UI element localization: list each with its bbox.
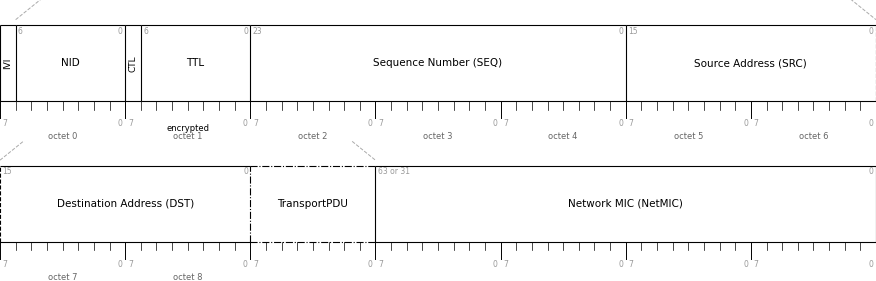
Text: CTL: CTL xyxy=(129,55,138,72)
Text: 0: 0 xyxy=(243,27,248,36)
Text: 7: 7 xyxy=(504,260,508,269)
Text: 0: 0 xyxy=(868,119,873,128)
Text: 7: 7 xyxy=(628,119,633,128)
Text: 0: 0 xyxy=(493,260,498,269)
Text: 15: 15 xyxy=(3,167,12,176)
Text: octet 4: octet 4 xyxy=(548,132,578,141)
Text: 0: 0 xyxy=(743,260,748,269)
Text: 7: 7 xyxy=(378,119,383,128)
Text: 7: 7 xyxy=(753,260,759,269)
Text: octet 8: octet 8 xyxy=(173,273,202,281)
Text: 7: 7 xyxy=(253,119,258,128)
Text: 7: 7 xyxy=(128,119,133,128)
Text: 15: 15 xyxy=(628,27,638,36)
Text: 0: 0 xyxy=(368,260,372,269)
Text: 6: 6 xyxy=(143,27,148,36)
Text: 0: 0 xyxy=(618,27,624,36)
Text: 0: 0 xyxy=(117,260,123,269)
Text: 0: 0 xyxy=(243,119,247,128)
Text: 0: 0 xyxy=(243,167,248,176)
Text: 0: 0 xyxy=(869,167,873,176)
Text: octet 6: octet 6 xyxy=(799,132,828,141)
Text: 7: 7 xyxy=(504,119,508,128)
Text: 63 or 31: 63 or 31 xyxy=(378,167,410,176)
Text: 7: 7 xyxy=(628,260,633,269)
Text: 0: 0 xyxy=(868,260,873,269)
Text: octet 0: octet 0 xyxy=(48,132,77,141)
Text: Destination Address (DST): Destination Address (DST) xyxy=(57,199,194,209)
Text: Source Address (SRC): Source Address (SRC) xyxy=(695,58,807,68)
Text: octet 1: octet 1 xyxy=(173,132,202,141)
Text: 0: 0 xyxy=(618,260,623,269)
Text: octet 7: octet 7 xyxy=(48,273,77,281)
Text: NID: NID xyxy=(61,58,80,68)
Text: Network MIC (NetMIC): Network MIC (NetMIC) xyxy=(569,199,683,209)
Text: TransportPDU: TransportPDU xyxy=(278,199,349,209)
Text: 23: 23 xyxy=(252,27,262,36)
Text: 0: 0 xyxy=(118,27,123,36)
Text: 0: 0 xyxy=(368,119,372,128)
Text: octet 3: octet 3 xyxy=(423,132,453,141)
Text: 0: 0 xyxy=(243,260,247,269)
Text: 7: 7 xyxy=(753,119,759,128)
Text: 0: 0 xyxy=(493,119,498,128)
Text: 6: 6 xyxy=(18,27,23,36)
Text: 0: 0 xyxy=(743,119,748,128)
Text: Sequence Number (SEQ): Sequence Number (SEQ) xyxy=(373,58,503,68)
Text: 0: 0 xyxy=(618,119,623,128)
Text: encrypted: encrypted xyxy=(166,124,209,133)
Text: TTL: TTL xyxy=(187,58,205,68)
Text: 7: 7 xyxy=(253,260,258,269)
Text: IVI: IVI xyxy=(4,58,12,69)
Text: octet 5: octet 5 xyxy=(674,132,703,141)
Text: octet 2: octet 2 xyxy=(298,132,328,141)
Text: 7: 7 xyxy=(3,260,8,269)
Text: 7: 7 xyxy=(128,260,133,269)
Text: 0: 0 xyxy=(869,27,873,36)
Text: 7: 7 xyxy=(3,119,8,128)
Text: 7: 7 xyxy=(378,260,383,269)
Text: 0: 0 xyxy=(117,119,123,128)
